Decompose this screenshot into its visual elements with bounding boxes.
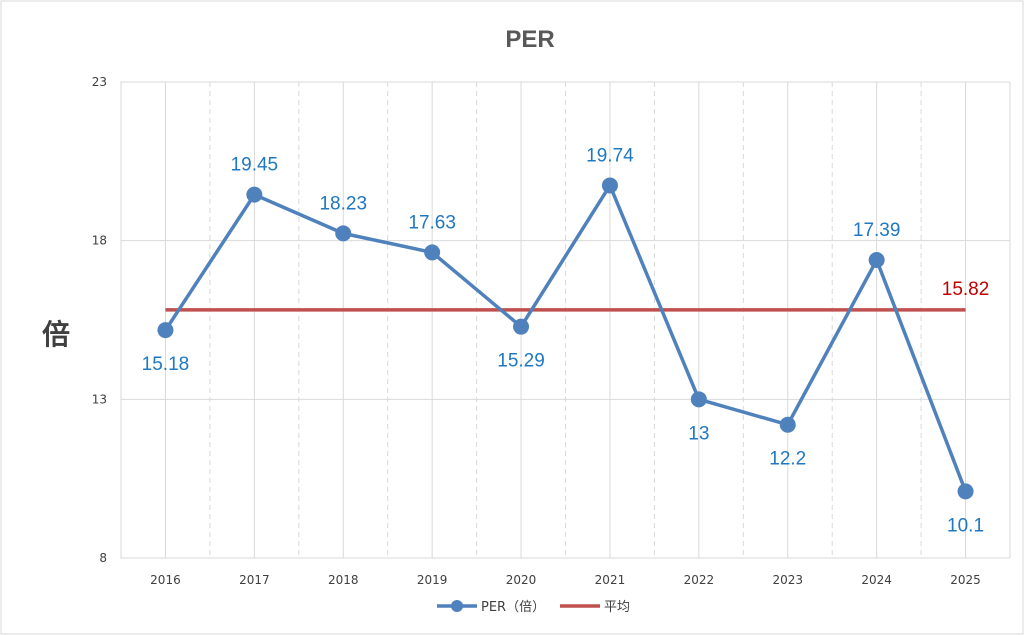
per-data-label: 17.39	[853, 220, 901, 241]
x-tick-label: 2018	[328, 573, 359, 587]
legend-per-marker	[451, 600, 463, 612]
x-tick-label: 2024	[861, 573, 892, 587]
average-data-label: 15.82	[942, 279, 990, 300]
per-point	[424, 244, 441, 261]
per-point	[513, 318, 530, 335]
per-point	[601, 177, 618, 194]
chart-title: PER	[505, 26, 554, 53]
per-data-label: 15.29	[497, 351, 545, 372]
x-tick-label: 2020	[506, 573, 537, 587]
y-tick-label: 23	[92, 75, 107, 89]
y-tick-label: 18	[92, 234, 107, 248]
per-data-label: 18.23	[319, 193, 367, 214]
x-tick-label: 2021	[595, 573, 626, 587]
legend-average-label: 平均	[604, 600, 630, 615]
legend: PER（倍） 平均	[437, 600, 630, 615]
y-tick-label: 13	[92, 392, 107, 406]
data-labels: 15.18 19.45 18.23 17.63 15.29 19.74 13 12.2 17.3…	[142, 145, 990, 536]
x-tick-label: 2023	[772, 573, 803, 587]
per-data-label: 15.18	[142, 354, 190, 375]
y-axis-label: 倍	[42, 318, 70, 351]
x-tick-label: 2017	[239, 573, 270, 587]
per-data-label: 13	[688, 423, 709, 444]
x-tick-label: 2025	[950, 573, 981, 587]
per-point	[868, 252, 885, 269]
per-data-label: 12.2	[769, 449, 806, 470]
x-tick-label: 2019	[417, 573, 448, 587]
per-data-label: 10.1	[947, 515, 984, 536]
grid-layer: 8 13 18 23 2016 2017 2018 2019 2020 2021 2022 2023 2…	[92, 75, 1011, 587]
per-point	[690, 391, 707, 408]
per-point	[335, 225, 352, 242]
per-series	[157, 177, 974, 500]
x-tick-label: 2016	[150, 573, 181, 587]
per-line	[163, 183, 968, 492]
per-point	[957, 483, 974, 500]
per-point	[779, 416, 796, 433]
per-point	[246, 186, 263, 203]
per-data-label: 17.63	[408, 212, 456, 233]
per-data-label: 19.45	[231, 155, 279, 176]
legend-per-label: PER（倍）	[481, 600, 545, 615]
per-data-label: 19.74	[586, 145, 634, 166]
per-point	[157, 322, 174, 339]
x-tick-label: 2022	[684, 573, 715, 587]
y-tick-label: 8	[99, 551, 107, 565]
